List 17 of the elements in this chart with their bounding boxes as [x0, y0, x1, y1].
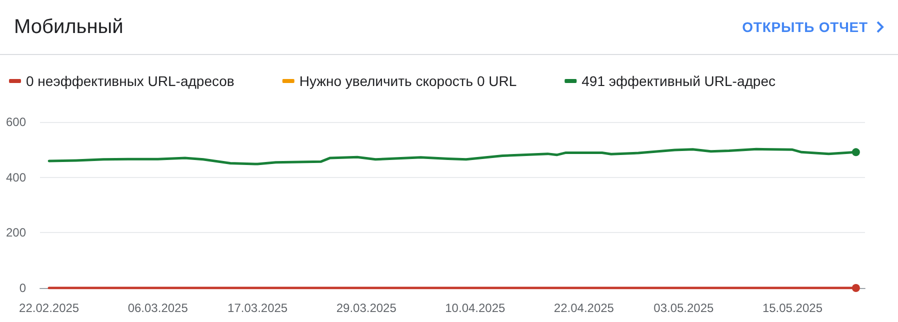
x-tick-label: 03.05.2025	[654, 301, 714, 315]
x-tick-label: 22.04.2025	[554, 301, 614, 315]
x-tick-label: 17.03.2025	[228, 301, 288, 315]
x-tick-label: 29.03.2025	[336, 301, 397, 315]
x-tick-label: 15.05.2025	[762, 301, 823, 315]
y-tick-label: 0	[19, 281, 26, 295]
text: ОТКРЫТЬ ОТЧЕТ	[742, 19, 868, 35]
legend-label: 0 неэффективных URL-адресов	[26, 73, 234, 89]
x-tick-label: 10.04.2025	[445, 301, 506, 315]
x-tick-label: 06.03.2025	[128, 301, 188, 315]
chart-title: Мобильный	[14, 16, 124, 38]
legend-label: 491 эффективный URL-адрес	[582, 73, 776, 89]
y-tick-label: 200	[6, 226, 26, 240]
y-tick-label: 600	[6, 115, 26, 129]
legend-label: Нужно увеличить скорость 0 URL	[299, 73, 517, 89]
y-tick-label: 400	[6, 170, 26, 184]
x-tick-label: 22.02.2025	[19, 301, 80, 315]
